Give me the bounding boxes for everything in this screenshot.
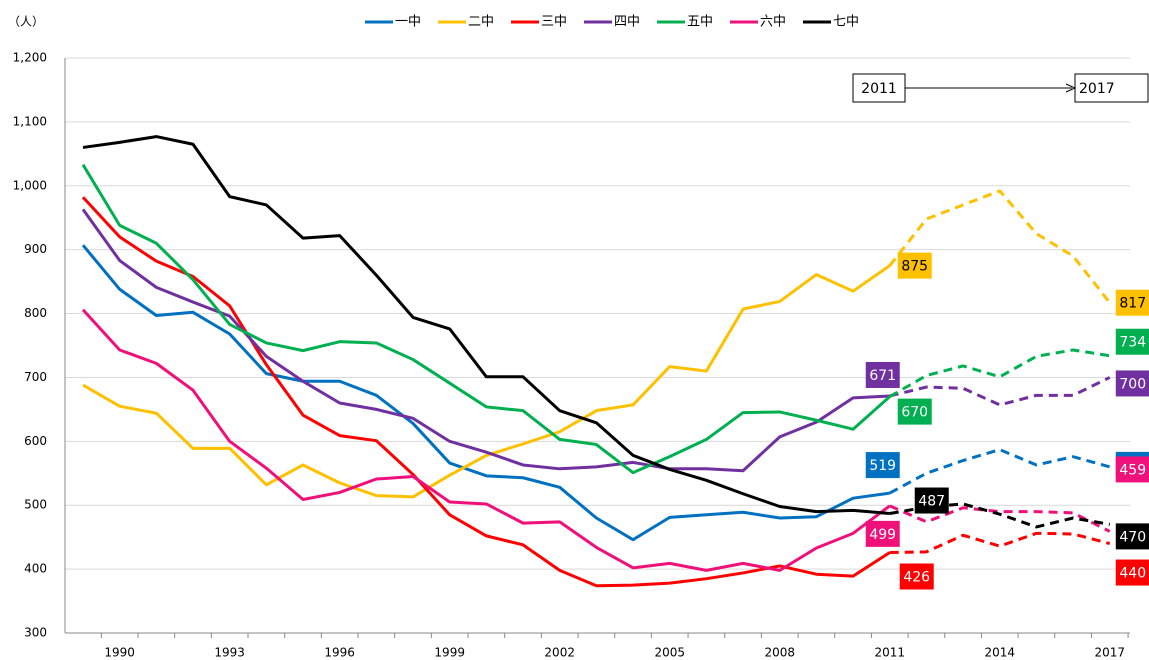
- series-line-dashed: [889, 448, 1111, 495]
- x-tick-label: 1999: [434, 646, 465, 660]
- x-tick-label: 2011: [874, 646, 905, 660]
- series-line: [81, 244, 890, 542]
- series-line-dashed: [889, 531, 1111, 554]
- series-line: [81, 196, 891, 588]
- legend-label: 二中: [468, 15, 494, 30]
- x-tick-label: 1996: [324, 646, 355, 660]
- y-tick-label: 1,000: [13, 178, 47, 192]
- series-line: [81, 163, 891, 475]
- y-axis-label: （人）: [8, 15, 44, 29]
- data-label-box: [865, 361, 900, 388]
- legend-label: 一中: [395, 15, 421, 30]
- series-line: [81, 208, 890, 473]
- legend-label: 六中: [760, 15, 786, 30]
- data-label: 817: [1119, 296, 1146, 312]
- data-label: 470: [1119, 529, 1146, 545]
- data-label-box: [897, 252, 932, 279]
- y-tick-label: 500: [24, 498, 47, 512]
- series-line: [82, 264, 891, 499]
- legend-label: 七中: [833, 15, 859, 30]
- y-tick-label: 600: [24, 434, 47, 448]
- data-label: 459: [1119, 462, 1146, 478]
- y-tick-label: 900: [24, 242, 47, 256]
- x-tick-label: 2002: [544, 646, 575, 660]
- data-label: 875: [901, 259, 928, 275]
- data-label-box: [1115, 289, 1149, 316]
- data-label: 487: [918, 494, 945, 510]
- data-label-box: [1115, 328, 1149, 355]
- data-label-box: [1115, 456, 1149, 483]
- series-line: [82, 135, 890, 516]
- data-label: 734: [1119, 335, 1146, 351]
- data-label-box: [914, 487, 949, 514]
- annotation-from: 2011: [861, 81, 897, 97]
- y-tick-label: 700: [24, 370, 47, 384]
- data-label: 700: [1119, 376, 1146, 392]
- y-tick-label: 1,200: [13, 51, 47, 65]
- data-label: 519: [869, 458, 896, 474]
- annotation-box: [852, 73, 906, 103]
- series-line-dashed: [888, 348, 1110, 398]
- data-label-box: [865, 452, 900, 479]
- annotation-to: 2017: [1079, 81, 1115, 97]
- y-tick-label: 1,100: [13, 114, 47, 128]
- annotation-arrowhead: [1065, 83, 1077, 93]
- series-line: [81, 308, 891, 572]
- data-label-box: [899, 563, 934, 590]
- data-label: 670: [901, 405, 928, 421]
- data-label-box: [1115, 523, 1149, 550]
- data-label-box: [1115, 370, 1149, 397]
- legend-label: 三中: [541, 15, 567, 30]
- x-tick-label: 1993: [214, 646, 245, 660]
- x-tick-label: 2008: [764, 646, 795, 660]
- data-label-box: [897, 398, 932, 425]
- x-tick-label: 2014: [984, 646, 1015, 660]
- x-tick-label: 1990: [104, 646, 135, 660]
- y-tick-label: 800: [24, 306, 47, 320]
- series-line-dashed: [889, 376, 1111, 407]
- legend-label: 四中: [614, 15, 640, 30]
- y-tick-label: 300: [24, 626, 47, 640]
- legend-label: 五中: [687, 15, 713, 30]
- x-tick-label: 2017: [1094, 646, 1125, 660]
- series-line-dashed: [888, 189, 1111, 304]
- data-label: 440: [1119, 566, 1146, 582]
- data-label: 499: [869, 527, 896, 543]
- y-tick-label: 400: [24, 562, 47, 576]
- x-tick-label: 2005: [654, 646, 685, 660]
- data-label: 671: [869, 368, 896, 384]
- data-label-box: [1115, 559, 1149, 586]
- data-label-box: [865, 520, 900, 547]
- data-label: 426: [903, 570, 930, 586]
